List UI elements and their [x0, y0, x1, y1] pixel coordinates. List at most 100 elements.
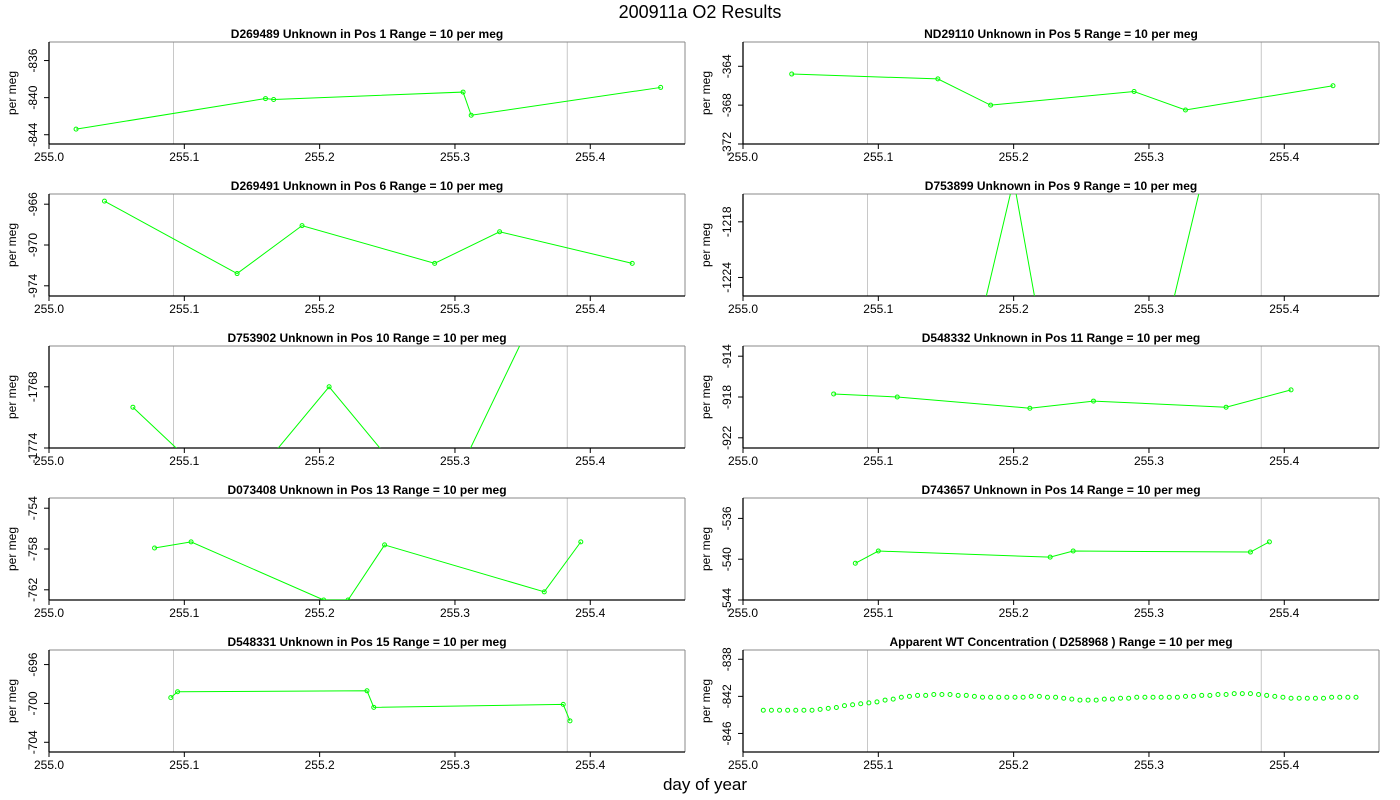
x-tick-label: 255.1: [863, 302, 893, 316]
chart-panel-6: D548332 Unknown in Pos 11 Range = 10 per…: [699, 331, 1380, 468]
x-tick-label: 255.4: [1269, 606, 1299, 620]
y-tick-label: -536: [720, 506, 734, 530]
data-point: [1223, 404, 1229, 410]
y-tick-label: -966: [26, 192, 40, 216]
x-tick-label: 255.2: [999, 302, 1029, 316]
data-point: [1036, 693, 1042, 699]
chart-panel-2: ND29110 Unknown in Pos 5 Range = 10 per …: [699, 27, 1380, 164]
x-tick-label: 255.1: [169, 454, 199, 468]
data-point: [578, 539, 584, 545]
data-point: [874, 699, 880, 705]
panel-title: D073408 Unknown in Pos 13 Range = 10 per…: [227, 483, 506, 497]
data-point: [915, 692, 921, 698]
x-tick-label: 255.0: [34, 302, 64, 316]
y-tick-label: -544: [720, 588, 734, 612]
data-point: [890, 696, 896, 702]
data-point: [955, 692, 961, 698]
data-point: [1020, 694, 1026, 700]
data-point: [1118, 695, 1124, 701]
x-tick-label: 255.4: [575, 606, 605, 620]
data-point: [264, 461, 268, 465]
x-tick-label: 255.1: [169, 758, 199, 772]
data-point: [1085, 697, 1091, 703]
y-tick-label: -842: [720, 684, 734, 708]
series-group: [852, 539, 1272, 566]
data-point: [658, 84, 664, 90]
y-axis-label: per meg: [5, 527, 19, 571]
panel-title: D743657 Unknown in Pos 14 Range = 10 per…: [921, 483, 1200, 497]
data-point: [73, 126, 79, 132]
x-tick-label: 255.0: [728, 606, 758, 620]
series-group: [130, 324, 531, 465]
data-point: [833, 704, 839, 710]
panel-title: D269491 Unknown in Pos 6 Range = 10 per …: [231, 179, 503, 193]
x-tick-label: 255.0: [34, 758, 64, 772]
y-tick-label: -840: [26, 85, 40, 109]
y-tick-label: -372: [720, 132, 734, 156]
y-tick-label: -1768: [26, 371, 40, 402]
data-point: [527, 324, 531, 328]
data-point: [1264, 692, 1270, 698]
data-point: [980, 694, 986, 700]
data-point: [1280, 694, 1286, 700]
data-point: [1109, 696, 1115, 702]
series-group: [101, 198, 635, 277]
data-point: [906, 693, 912, 699]
data-point: [1312, 695, 1318, 701]
data-point: [898, 694, 904, 700]
x-tick-label: 255.2: [305, 606, 335, 620]
y-axis-label: per meg: [5, 375, 19, 419]
data-point: [1069, 696, 1075, 702]
data-point: [541, 589, 547, 595]
data-point: [760, 707, 766, 713]
x-tick-label: 255.4: [575, 150, 605, 164]
x-tick-label: 255.0: [728, 758, 758, 772]
data-point: [793, 707, 799, 713]
data-point: [1134, 694, 1140, 700]
data-point: [1090, 398, 1096, 404]
data-point: [188, 539, 194, 545]
data-point: [1191, 693, 1197, 699]
data-point: [1296, 695, 1302, 701]
data-point: [1061, 695, 1067, 701]
y-axis-label: per meg: [5, 71, 19, 115]
x-tick-label: 255.0: [34, 454, 64, 468]
chart-panel-5: D753902 Unknown in Pos 10 Range = 10 per…: [5, 324, 686, 468]
x-tick-label: 255.4: [575, 454, 605, 468]
x-axis-label: day of year: [662, 775, 748, 794]
y-tick-label: -368: [720, 93, 734, 117]
y-tick-label: -918: [720, 385, 734, 409]
data-point: [1353, 694, 1359, 700]
y-tick-label: -1774: [26, 432, 40, 463]
data-point: [460, 89, 466, 95]
data-point: [1093, 697, 1099, 703]
data-point: [497, 229, 503, 235]
data-point: [988, 102, 994, 108]
y-axis-label: per meg: [699, 527, 713, 571]
x-tick-label: 255.0: [34, 150, 64, 164]
data-point: [947, 692, 953, 698]
data-point: [1256, 692, 1262, 698]
data-point: [1182, 693, 1188, 699]
data-point: [935, 76, 941, 82]
data-point: [1131, 89, 1137, 95]
data-point: [271, 96, 277, 102]
data-point: [1288, 695, 1294, 701]
x-tick-label: 255.1: [863, 606, 893, 620]
panel-title: D753902 Unknown in Pos 10 Range = 10 per…: [227, 331, 506, 345]
data-point: [468, 112, 474, 118]
x-tick-label: 255.4: [575, 758, 605, 772]
data-point: [809, 707, 815, 713]
panel-title: D548331 Unknown in Pos 15 Range = 10 per…: [227, 635, 506, 649]
x-tick-label: 255.0: [728, 150, 758, 164]
data-point: [785, 707, 791, 713]
x-tick-label: 255.0: [34, 606, 64, 620]
data-point: [371, 704, 377, 710]
data-point: [1330, 83, 1336, 89]
data-point: [1077, 697, 1083, 703]
x-tick-label: 255.4: [1269, 150, 1299, 164]
y-tick-label: -914: [720, 344, 734, 368]
data-point: [1239, 691, 1245, 697]
data-point: [931, 692, 937, 698]
data-point: [1101, 696, 1107, 702]
